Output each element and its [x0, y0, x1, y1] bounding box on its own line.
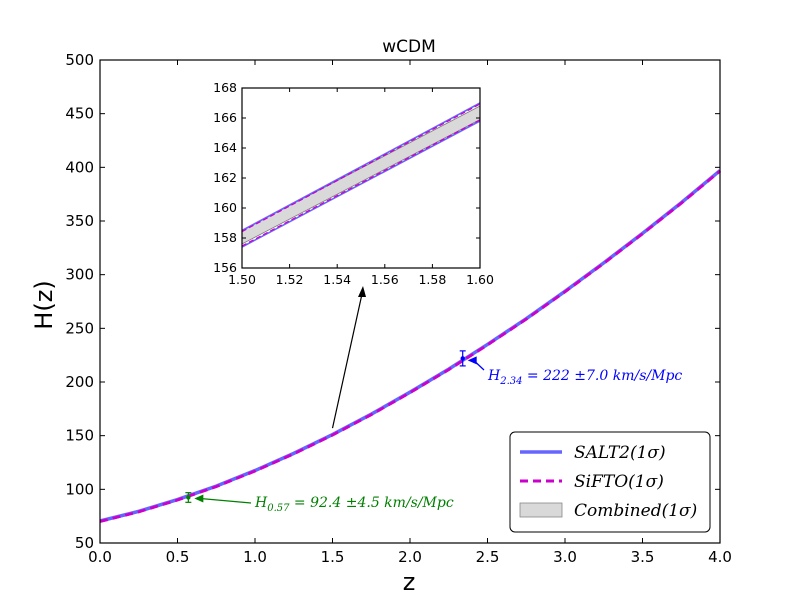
- inset-x-tick-label: 1.58: [418, 272, 446, 287]
- zoom-arrowhead: [358, 286, 366, 297]
- data-point-marker: [186, 495, 191, 500]
- y-tick-label: 200: [65, 373, 94, 391]
- x-tick-label: 2.0: [398, 548, 422, 566]
- inset-salt2-lower: [241, 120, 481, 248]
- annotation-label: H0.57 = 92.4 ±4.5 km/s/Mpc: [254, 495, 454, 514]
- annotation-arrow: [200, 497, 252, 504]
- inset-x-tick-label: 1.56: [371, 272, 399, 287]
- legend: SALT2(1σ) SiFTO(1σ) Combined(1σ): [509, 431, 711, 533]
- annotation-arrowhead: [467, 356, 477, 365]
- y-tick-label: 500: [65, 51, 94, 69]
- data-point-marker: [460, 356, 465, 361]
- inset-sifto-upper: [241, 103, 481, 233]
- x-tick-label: 1.0: [243, 548, 267, 566]
- x-tick-label: 0.5: [166, 548, 190, 566]
- y-tick-label: 100: [65, 480, 94, 498]
- y-tick-label: 400: [65, 158, 94, 176]
- legend-entry: SiFTO(1σ): [574, 472, 664, 492]
- x-tick-label: 1.5: [321, 548, 345, 566]
- annotation-subscript: 0.57: [267, 503, 290, 514]
- x-tick-label: 2.5: [476, 548, 500, 566]
- main-plot: 0.0 0.5 1.0 1.5 2.0 2.5 3.0 3.5 4.0 50 100 150 200 25…: [65, 51, 732, 566]
- annotation-subscript: 2.34: [499, 376, 522, 387]
- inset-sifto-lower: [241, 119, 481, 247]
- inset-y-tick-label: 162: [213, 170, 237, 185]
- x-tick-label: 4.0: [708, 548, 732, 566]
- data-point-1: H2.34 = 222 ±7.0 km/s/Mpc: [459, 350, 682, 387]
- x-axis-label: z: [403, 568, 416, 596]
- annotation-value: = 222 ±7.0 km/s/Mpc: [522, 368, 682, 384]
- inset-x-tick-label: 1.54: [323, 272, 351, 287]
- x-tick-label: 3.0: [553, 548, 577, 566]
- inset-x-tick-label: 1.52: [276, 272, 304, 287]
- annotation-arrowhead: [194, 494, 204, 503]
- inset-y-tick-label: 168: [213, 80, 237, 95]
- inset-frame: [241, 87, 481, 269]
- inset-y-tick-label: 160: [213, 200, 237, 215]
- y-tick-label: 450: [65, 105, 94, 123]
- inset-x-tick-label: 1.50: [228, 272, 256, 287]
- y-tick-label: 50: [75, 534, 94, 552]
- data-point-0: H0.57 = 92.4 ±4.5 km/s/Mpc: [185, 492, 454, 514]
- x-tick-label: 3.5: [631, 548, 655, 566]
- y-tick-label: 350: [65, 212, 94, 230]
- y-axis-label: H(z): [30, 280, 58, 329]
- y-tick-label: 150: [65, 427, 94, 445]
- inset-plot: 1.50 1.52 1.54 1.56 1.58 1.60 156 158 160 162 164 1…: [213, 80, 494, 287]
- sifto-line: [99, 170, 721, 523]
- inset-y-tick-label: 156: [213, 260, 237, 275]
- legend-swatch-combined: [519, 502, 563, 518]
- inset-x-tick-label: 1.60: [466, 272, 494, 287]
- y-tick-label: 250: [65, 319, 94, 337]
- inset-y-tick-label: 158: [213, 230, 237, 245]
- chart-title: wCDM: [382, 37, 436, 57]
- annotation-value: = 92.4 ±4.5 km/s/Mpc: [289, 495, 453, 511]
- legend-entry: Combined(1σ): [574, 501, 697, 521]
- main-frame: [99, 59, 721, 544]
- inset-y-tick-label: 166: [213, 110, 237, 125]
- inset-salt2-upper: [241, 102, 481, 232]
- x-tick-label: 0.0: [88, 548, 112, 566]
- annotation-label: H2.34 = 222 ±7.0 km/s/Mpc: [487, 368, 682, 387]
- zoom-arrow: [331, 293, 363, 429]
- y-tick-label: 300: [65, 266, 94, 284]
- legend-entry: SALT2(1σ): [574, 443, 666, 463]
- inset-y-tick-label: 164: [213, 140, 237, 155]
